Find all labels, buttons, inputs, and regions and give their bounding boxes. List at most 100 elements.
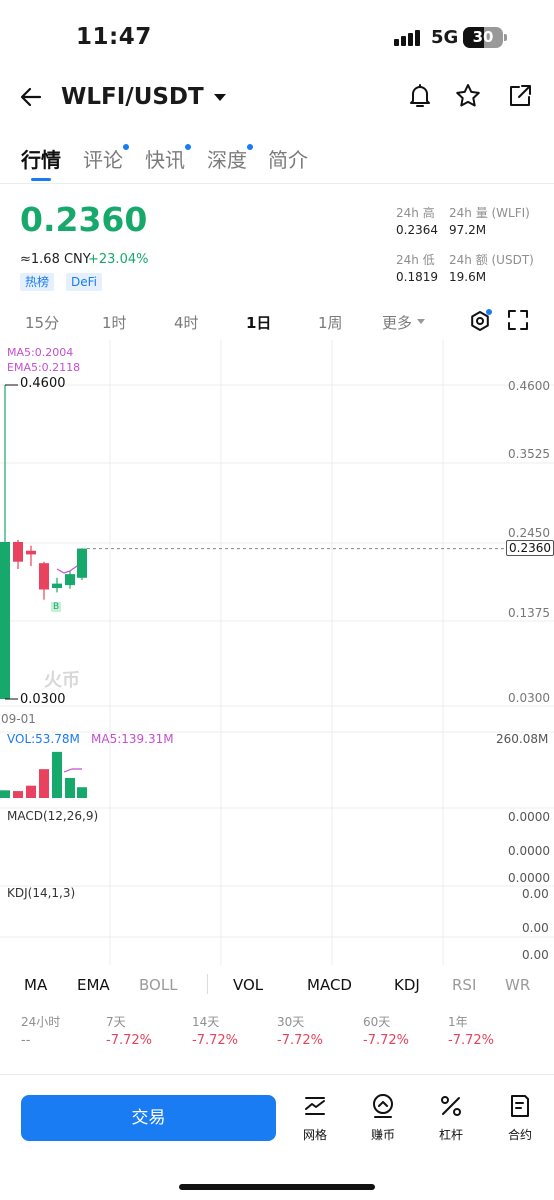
- tab-intro[interactable]: 简介: [268, 148, 308, 172]
- tab-depth[interactable]: 深度: [207, 144, 253, 173]
- volume-label: 24h 量 (WLFI): [449, 206, 530, 220]
- chart-canvas: [0, 340, 554, 965]
- indicator-ma[interactable]: MA: [24, 976, 48, 994]
- watermark-logo: 火币: [44, 670, 80, 691]
- tag-hot[interactable]: 热榜: [20, 273, 55, 291]
- bell-icon[interactable]: [406, 82, 434, 110]
- grid-trading-label[interactable]: 网格: [302, 1128, 327, 1142]
- interval-1d[interactable]: 1日: [246, 314, 272, 332]
- status-time: 11:47: [76, 24, 152, 50]
- kdj-tick: 0.00: [522, 921, 549, 935]
- contract-icon[interactable]: [507, 1093, 533, 1119]
- indicator-divider: [207, 974, 208, 994]
- interval-1h[interactable]: 1时: [102, 314, 127, 332]
- tab-news[interactable]: 快讯: [145, 144, 191, 173]
- kdj-tick: 0.00: [522, 948, 549, 962]
- max-price-marker: 0.4600: [20, 376, 66, 391]
- indicator-macd[interactable]: MACD: [307, 976, 352, 994]
- ema5-label: EMA5:0.2118: [7, 361, 81, 374]
- fullscreen-icon[interactable]: [507, 309, 529, 331]
- amount-label: 24h 额 (USDT): [449, 253, 534, 267]
- battery-level: 30: [472, 28, 494, 46]
- interval-1w[interactable]: 1周: [318, 314, 343, 332]
- macd-tick: 0.0000: [508, 810, 550, 824]
- price-chart[interactable]: MA5:0.2004 EMA5:0.2118 0.4600 0.0300 0.4…: [0, 340, 554, 965]
- candle-body: [26, 550, 36, 555]
- trade-button[interactable]: 交易: [21, 1095, 276, 1141]
- grid-trading-icon[interactable]: [302, 1093, 328, 1119]
- leverage-label[interactable]: 杠杆: [438, 1128, 463, 1142]
- interval-15m[interactable]: 15分: [25, 314, 60, 332]
- star-icon[interactable]: [454, 82, 482, 110]
- perf-label: 24小时: [21, 1015, 61, 1029]
- x-date-label: 09-01: [1, 712, 36, 726]
- indicator-boll[interactable]: BOLL: [139, 976, 178, 994]
- indicator-wr[interactable]: WR: [505, 976, 531, 994]
- candle-body: [13, 542, 23, 562]
- back-arrow-icon[interactable]: [18, 84, 44, 110]
- last-price-label: 0.2360: [506, 540, 554, 556]
- share-icon[interactable]: [506, 82, 534, 110]
- tab-market[interactable]: 行情: [21, 148, 61, 172]
- more-caret-icon: [417, 319, 425, 324]
- perf-label: 60天: [363, 1015, 391, 1029]
- pair-title[interactable]: WLFI/USDT: [61, 84, 204, 110]
- tag-defi[interactable]: DeFi: [66, 273, 102, 291]
- tab-comments[interactable]: 评论: [83, 144, 129, 173]
- y-tick: 0.4600: [508, 379, 550, 393]
- candle-body: [77, 548, 87, 578]
- status-bar: 11:47 5G 30: [0, 0, 554, 70]
- perf-label: 30天: [277, 1015, 305, 1029]
- header: WLFI/USDT: [0, 74, 554, 122]
- buy-marker: B: [51, 602, 62, 612]
- pair-dropdown-icon[interactable]: [214, 94, 226, 101]
- volume-bar: [52, 751, 62, 798]
- contract-label[interactable]: 合约: [507, 1128, 532, 1142]
- macd-tick: 0.0000: [508, 871, 550, 885]
- ma5-label: MA5:0.2004: [7, 346, 74, 359]
- low-label: 24h 低: [396, 253, 435, 267]
- indicator-kdj[interactable]: KDJ: [394, 976, 420, 994]
- candle-body: [0, 542, 10, 699]
- volume-max-label: 260.08M: [496, 732, 549, 746]
- y-tick: 0.2450: [508, 526, 550, 540]
- y-tick: 0.3525: [508, 447, 550, 461]
- divider: [0, 1074, 554, 1075]
- volume-label: VOL:53.78M: [7, 732, 80, 746]
- perf-label: 14天: [192, 1015, 220, 1029]
- indicator-rsi[interactable]: RSI: [452, 976, 477, 994]
- candle-body: [39, 563, 49, 590]
- interval-4h[interactable]: 4时: [174, 314, 199, 332]
- divider: [0, 183, 554, 184]
- perf-value: --: [21, 1033, 31, 1048]
- y-tick: 0.1375: [508, 606, 550, 620]
- earn-label[interactable]: 赚币: [370, 1128, 395, 1142]
- leverage-icon[interactable]: [438, 1093, 464, 1119]
- notification-dot: [247, 144, 253, 150]
- min-price-marker: 0.0300: [20, 692, 66, 707]
- cny-price: ≈1.68 CNY: [20, 252, 91, 267]
- battery-icon: 30: [463, 27, 507, 48]
- price-change: +23.04%: [88, 252, 149, 267]
- macd-label: MACD(12,26,9): [7, 809, 99, 823]
- volume-bar: [65, 778, 75, 798]
- volume-ma-line: [63, 768, 82, 773]
- low-value: 0.1819: [396, 270, 438, 284]
- earn-icon[interactable]: [370, 1093, 396, 1119]
- indicator-vol[interactable]: VOL: [233, 976, 264, 994]
- interval-more[interactable]: 更多: [382, 314, 413, 332]
- high-value: 0.2364: [396, 223, 438, 237]
- signal-icon: [394, 30, 424, 46]
- perf-value: -7.72%: [277, 1033, 323, 1048]
- perf-value: -7.72%: [192, 1033, 238, 1048]
- perf-label: 7天: [106, 1015, 126, 1029]
- perf-value: -7.72%: [448, 1033, 494, 1048]
- indicator-ema[interactable]: EMA: [77, 976, 110, 994]
- indicator-settings-icon[interactable]: [468, 309, 492, 333]
- volume-bar: [13, 791, 23, 798]
- volume-bar: [0, 790, 10, 798]
- macd-tick: 0.0000: [508, 844, 550, 858]
- kdj-tick: 0.00: [522, 887, 549, 901]
- kdj-label: KDJ(14,1,3): [7, 886, 76, 900]
- home-indicator: [179, 1184, 375, 1190]
